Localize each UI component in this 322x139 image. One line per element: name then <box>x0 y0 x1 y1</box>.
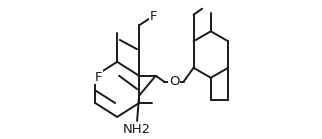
Text: NH2: NH2 <box>123 123 151 136</box>
Text: F: F <box>95 71 102 84</box>
Text: F: F <box>149 9 157 23</box>
Text: O: O <box>169 75 180 88</box>
